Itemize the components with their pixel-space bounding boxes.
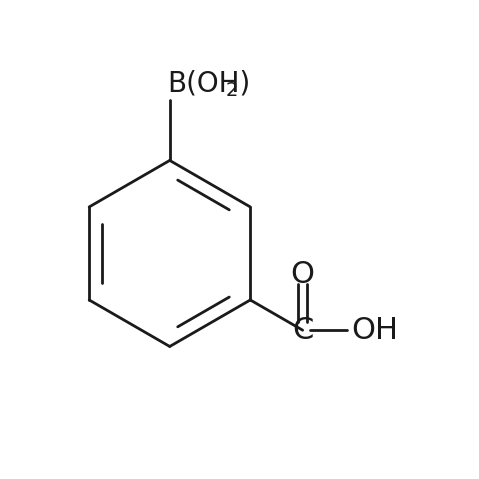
Text: B(OH): B(OH) [167, 69, 251, 98]
Text: C: C [292, 316, 313, 345]
Text: OH: OH [352, 316, 399, 345]
Text: 2: 2 [226, 80, 238, 100]
Text: O: O [291, 260, 315, 289]
